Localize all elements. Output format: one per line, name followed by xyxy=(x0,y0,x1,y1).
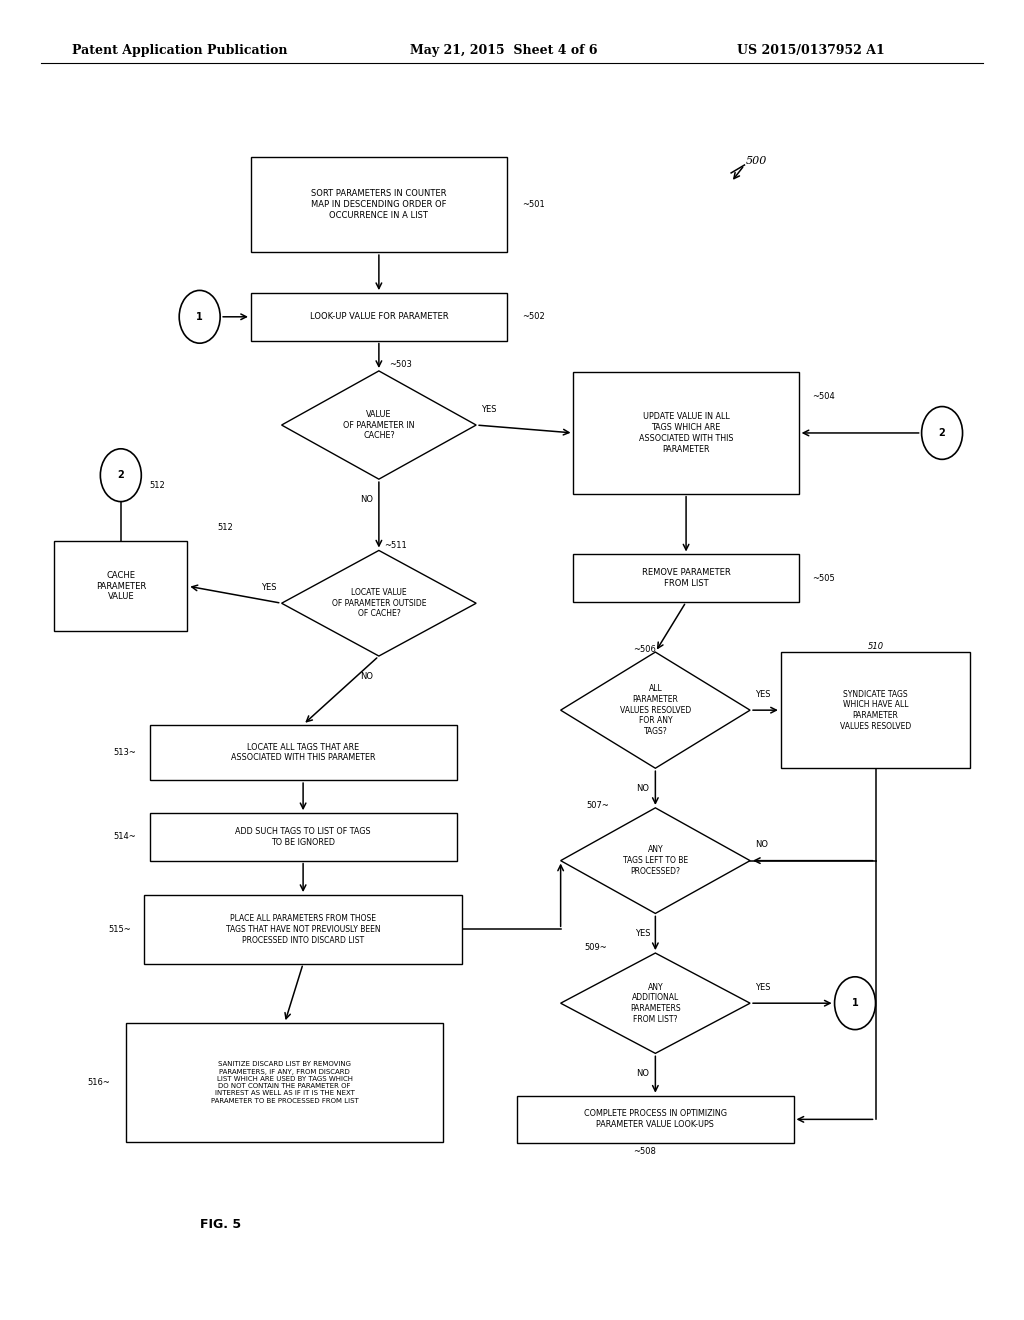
Text: FIG. 5: FIG. 5 xyxy=(200,1218,241,1232)
Text: Patent Application Publication: Patent Application Publication xyxy=(72,44,287,57)
Text: 510: 510 xyxy=(867,643,884,651)
Polygon shape xyxy=(282,550,476,656)
Circle shape xyxy=(100,449,141,502)
Text: SANITIZE DISCARD LIST BY REMOVING
PARAMETERS, IF ANY, FROM DISCARD
LIST WHICH AR: SANITIZE DISCARD LIST BY REMOVING PARAME… xyxy=(211,1061,358,1104)
Text: ~501: ~501 xyxy=(522,201,545,209)
Text: SYNDICATE TAGS
WHICH HAVE ALL
PARAMETER
VALUES RESOLVED: SYNDICATE TAGS WHICH HAVE ALL PARAMETER … xyxy=(840,689,911,731)
FancyBboxPatch shape xyxy=(54,541,187,631)
Text: 514~: 514~ xyxy=(114,833,136,841)
Text: ADD SUCH TAGS TO LIST OF TAGS
TO BE IGNORED: ADD SUCH TAGS TO LIST OF TAGS TO BE IGNO… xyxy=(236,828,371,846)
Text: SORT PARAMETERS IN COUNTER
MAP IN DESCENDING ORDER OF
OCCURRENCE IN A LIST: SORT PARAMETERS IN COUNTER MAP IN DESCEN… xyxy=(311,189,446,220)
Text: ~505: ~505 xyxy=(812,574,835,582)
Circle shape xyxy=(179,290,220,343)
Text: ~503: ~503 xyxy=(389,360,412,368)
Circle shape xyxy=(835,977,876,1030)
Text: 507~: 507~ xyxy=(587,801,609,809)
Text: YES: YES xyxy=(261,583,276,591)
Text: UPDATE VALUE IN ALL
TAGS WHICH ARE
ASSOCIATED WITH THIS
PARAMETER: UPDATE VALUE IN ALL TAGS WHICH ARE ASSOC… xyxy=(639,412,733,454)
Text: PLACE ALL PARAMETERS FROM THOSE
TAGS THAT HAVE NOT PREVIOUSLY BEEN
PROCESSED INT: PLACE ALL PARAMETERS FROM THOSE TAGS THA… xyxy=(225,913,381,945)
Text: ~504: ~504 xyxy=(812,392,835,400)
Text: 500: 500 xyxy=(745,156,767,166)
Text: COMPLETE PROCESS IN OPTIMIZING
PARAMETER VALUE LOOK-UPS: COMPLETE PROCESS IN OPTIMIZING PARAMETER… xyxy=(584,1110,727,1129)
Text: NO: NO xyxy=(360,672,373,681)
Text: ANY
TAGS LEFT TO BE
PROCESSED?: ANY TAGS LEFT TO BE PROCESSED? xyxy=(623,845,688,876)
FancyBboxPatch shape xyxy=(517,1096,794,1143)
Text: ~506: ~506 xyxy=(633,645,655,653)
Text: ~508: ~508 xyxy=(633,1147,655,1155)
Text: LOOK-UP VALUE FOR PARAMETER: LOOK-UP VALUE FOR PARAMETER xyxy=(309,313,449,321)
Text: NO: NO xyxy=(360,495,373,504)
Text: US 2015/0137952 A1: US 2015/0137952 A1 xyxy=(737,44,885,57)
FancyBboxPatch shape xyxy=(251,293,507,341)
Text: May 21, 2015  Sheet 4 of 6: May 21, 2015 Sheet 4 of 6 xyxy=(410,44,597,57)
Text: 515~: 515~ xyxy=(109,925,131,933)
Text: VALUE
OF PARAMETER IN
CACHE?: VALUE OF PARAMETER IN CACHE? xyxy=(343,409,415,441)
Polygon shape xyxy=(282,371,476,479)
FancyBboxPatch shape xyxy=(573,372,799,494)
FancyBboxPatch shape xyxy=(251,157,507,252)
Text: NO: NO xyxy=(756,841,768,849)
Text: 512: 512 xyxy=(150,482,165,490)
Text: 2: 2 xyxy=(118,470,124,480)
FancyBboxPatch shape xyxy=(573,554,799,602)
FancyBboxPatch shape xyxy=(144,895,462,964)
Text: 1: 1 xyxy=(197,312,203,322)
Circle shape xyxy=(922,407,963,459)
Text: LOCATE ALL TAGS THAT ARE
ASSOCIATED WITH THIS PARAMETER: LOCATE ALL TAGS THAT ARE ASSOCIATED WITH… xyxy=(230,743,376,762)
Text: 2: 2 xyxy=(939,428,945,438)
FancyBboxPatch shape xyxy=(150,725,457,780)
Text: YES: YES xyxy=(756,690,771,698)
Text: ANY
ADDITIONAL
PARAMETERS
FROM LIST?: ANY ADDITIONAL PARAMETERS FROM LIST? xyxy=(630,982,681,1024)
Text: ~502: ~502 xyxy=(522,313,545,321)
Text: YES: YES xyxy=(635,929,651,939)
Text: NO: NO xyxy=(637,784,649,793)
Text: 513~: 513~ xyxy=(114,748,136,756)
Text: 516~: 516~ xyxy=(88,1078,111,1086)
FancyBboxPatch shape xyxy=(780,652,971,768)
Polygon shape xyxy=(561,652,750,768)
Text: CACHE
PARAMETER
VALUE: CACHE PARAMETER VALUE xyxy=(95,570,146,602)
Text: ALL
PARAMETER
VALUES RESOLVED
FOR ANY
TAGS?: ALL PARAMETER VALUES RESOLVED FOR ANY TA… xyxy=(620,684,691,737)
FancyBboxPatch shape xyxy=(150,813,457,861)
Text: ~511: ~511 xyxy=(384,541,407,549)
FancyBboxPatch shape xyxy=(126,1023,443,1142)
Text: YES: YES xyxy=(481,405,497,413)
Text: 1: 1 xyxy=(852,998,858,1008)
Text: 509~: 509~ xyxy=(585,944,607,952)
Polygon shape xyxy=(561,808,750,913)
Polygon shape xyxy=(561,953,750,1053)
Text: YES: YES xyxy=(756,983,771,991)
Text: REMOVE PARAMETER
FROM LIST: REMOVE PARAMETER FROM LIST xyxy=(642,569,730,587)
Text: NO: NO xyxy=(637,1069,649,1078)
Text: LOCATE VALUE
OF PARAMETER OUTSIDE
OF CACHE?: LOCATE VALUE OF PARAMETER OUTSIDE OF CAC… xyxy=(332,587,426,619)
Text: 512: 512 xyxy=(217,524,232,532)
